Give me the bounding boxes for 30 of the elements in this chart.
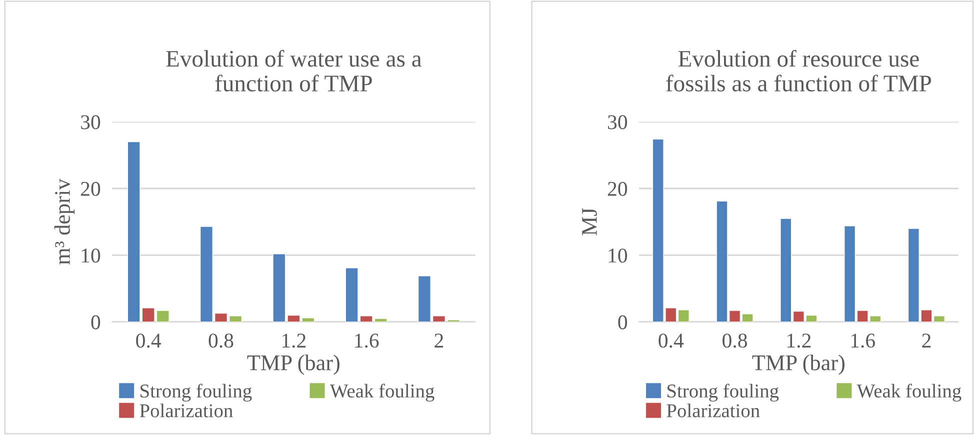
legend-label: Strong fouling	[667, 384, 779, 402]
legend-label: Polarization	[140, 404, 233, 418]
x-axis-title: TMP (bar)	[752, 354, 844, 375]
x-tick-label: 2	[434, 334, 444, 348]
x-tick-label: 1.2	[787, 334, 811, 348]
legend-label: Weak fouling	[856, 384, 962, 402]
y-tick-label: 10	[82, 248, 100, 263]
x-tick-label: 1.6	[355, 334, 379, 348]
x-tick-label: 0.8	[722, 334, 748, 348]
x-axis-title: TMP (bar)	[247, 354, 340, 375]
chart-title: Evolution of resource use fossils as a function of TMP	[666, 50, 931, 92]
y-axis-title: m³ depriv	[54, 178, 75, 265]
y-tick-label: 0	[618, 315, 628, 330]
x-tick-label: 0.4	[136, 334, 162, 348]
y-tick-label: 30	[608, 115, 628, 130]
chart-title: Evolution of water use as a function of TMP	[166, 50, 422, 92]
y-axis-title: MJ	[582, 208, 597, 236]
legend-label: Weak fouling	[330, 384, 434, 402]
x-tick-label: 0.8	[208, 334, 234, 348]
x-tick-label: 1.6	[851, 334, 875, 348]
y-tick-label: 30	[81, 115, 100, 130]
legend-label: Strong fouling	[140, 384, 252, 402]
y-tick-label: 20	[80, 182, 100, 196]
x-tick-label: 0.4	[658, 334, 684, 348]
y-tick-label: 0	[91, 315, 100, 330]
y-tick-label: 20	[608, 182, 628, 196]
x-tick-label: 2	[922, 334, 931, 348]
x-tick-label: 1.2	[282, 334, 306, 348]
legend-label: Polarization	[666, 404, 760, 418]
y-tick-label: 10	[608, 248, 628, 263]
